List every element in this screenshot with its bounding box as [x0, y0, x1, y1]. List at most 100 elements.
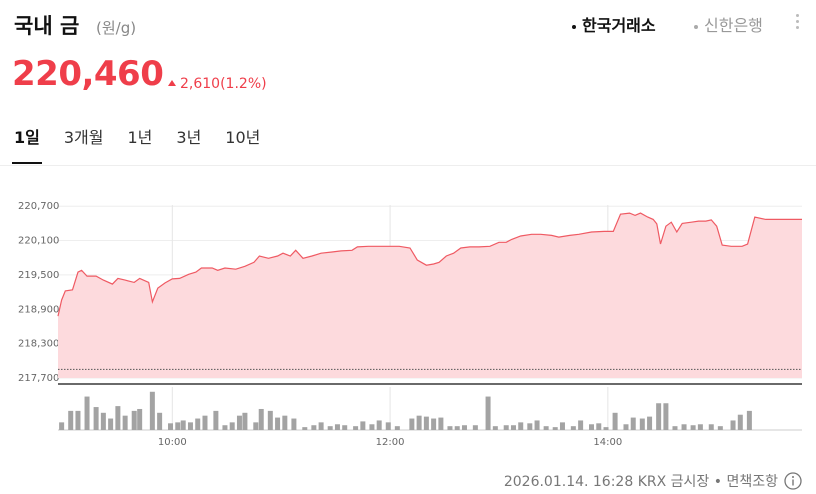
period-tab[interactable]: 3개월	[63, 128, 104, 147]
volume-bar	[589, 424, 595, 430]
source-tab[interactable]: 한국거래소	[572, 12, 656, 36]
volume-bar	[603, 427, 609, 430]
volume-bar	[630, 417, 636, 430]
disclaimer[interactable]: 면책조항	[726, 474, 778, 490]
period-tabs: 1일 3개월 1년 3년 10년	[14, 124, 284, 148]
volume-bar	[717, 426, 723, 430]
volume-bar	[122, 415, 128, 430]
x-tick-label: 12:00	[376, 437, 405, 448]
volume-bar	[472, 425, 478, 430]
volume-bar	[492, 426, 498, 430]
volume-bar	[202, 415, 208, 430]
volume-bar	[454, 426, 460, 430]
volume-bar	[510, 425, 516, 430]
volume-bar	[394, 426, 400, 430]
active-tab-underline	[12, 162, 42, 164]
volume-bar	[690, 425, 696, 430]
up-arrow	[168, 80, 176, 86]
source-label[interactable]: 신한은행	[704, 16, 763, 35]
period-tab[interactable]: 3년	[176, 128, 202, 147]
volume-bar	[461, 425, 467, 430]
volume-bar	[697, 424, 703, 430]
volume-bar	[258, 408, 264, 430]
volume-bar	[84, 396, 90, 430]
volume-bar	[68, 410, 74, 430]
volume-bar	[543, 426, 549, 430]
volume-bar	[115, 406, 121, 430]
volume-bar	[431, 418, 437, 430]
change-percent: (1.2%)	[220, 76, 267, 92]
volume-bar	[195, 418, 201, 430]
change-value: 2,610	[180, 76, 221, 92]
info-icon[interactable]	[784, 472, 802, 490]
x-tick-label: 14:00	[593, 437, 622, 448]
volume-bar	[131, 410, 137, 430]
volume-bar	[236, 415, 242, 430]
period-tab[interactable]: 1일	[14, 128, 40, 147]
y-tick-label: 218,900	[18, 304, 59, 315]
period-tab[interactable]: 1년	[127, 128, 153, 147]
volume-bar	[334, 424, 340, 430]
volume-bar	[213, 410, 219, 430]
title: 국내 금	[14, 14, 80, 38]
volume-bar	[93, 407, 99, 430]
volume-bar	[187, 422, 193, 430]
volume-bar	[416, 415, 422, 430]
volume-bar	[369, 424, 375, 430]
volume-bar	[267, 410, 273, 430]
volume-bar	[149, 391, 155, 430]
footer: 2026.01.14. 16:28 KRX 금시장 • 면책조항	[504, 471, 802, 491]
volume-bar	[639, 418, 645, 430]
price-line	[57, 212, 802, 317]
volume-bar	[438, 417, 444, 430]
volume-bar	[578, 420, 584, 430]
volume-bar	[137, 408, 143, 430]
area	[58, 213, 802, 378]
volume-bar	[681, 424, 687, 430]
volume-bar	[353, 426, 359, 430]
volume-bar	[222, 425, 228, 430]
more-menu[interactable]	[796, 14, 800, 32]
volume-bar	[552, 427, 558, 430]
volume-bar	[746, 410, 752, 430]
source-tab[interactable]: 신한은행	[694, 12, 763, 36]
separator	[0, 165, 816, 166]
volume-bar	[623, 424, 629, 430]
volume-bar	[327, 426, 333, 430]
volume-bar	[253, 422, 259, 430]
timestamp: 2026.01.14. 16:28 KRX 금시장	[503, 474, 710, 490]
volume-bar	[75, 410, 81, 430]
volume-bar	[108, 418, 114, 430]
volume-bar	[311, 425, 317, 430]
unit: (원/g)	[96, 19, 137, 37]
volume-bar	[485, 396, 491, 430]
y-tick-label: 219,500	[18, 270, 59, 281]
volume-bar	[518, 422, 524, 430]
volume-bar	[570, 426, 576, 430]
volume-bar	[559, 422, 565, 430]
volume-bar	[291, 418, 297, 430]
volume-bar	[229, 422, 235, 430]
volume-bar	[100, 412, 106, 430]
period-tab[interactable]: 10년	[225, 128, 261, 147]
volume-bar	[656, 403, 662, 430]
y-tick-label: 220,100	[18, 236, 59, 247]
volume-bar	[708, 424, 714, 430]
volume-bar	[730, 420, 736, 430]
volume-bar	[175, 422, 181, 430]
chart: 217,700 218,300 218,900 219,500 220,100 220,7…	[18, 201, 802, 448]
source-label[interactable]: 한국거래소	[582, 16, 656, 35]
volume-bar	[663, 403, 669, 430]
volume-bar	[157, 412, 163, 430]
y-tick-label: 217,700	[18, 373, 59, 384]
y-tick-label: 220,700	[18, 201, 59, 212]
volume-bar	[342, 425, 348, 430]
volume-bar	[423, 416, 429, 430]
volume-bar	[672, 426, 678, 430]
volume-bar	[168, 423, 174, 430]
volume-bar	[318, 422, 324, 430]
x-tick-label: 10:00	[158, 437, 187, 448]
volume-bar	[59, 422, 65, 430]
price: 220,460	[12, 54, 164, 94]
